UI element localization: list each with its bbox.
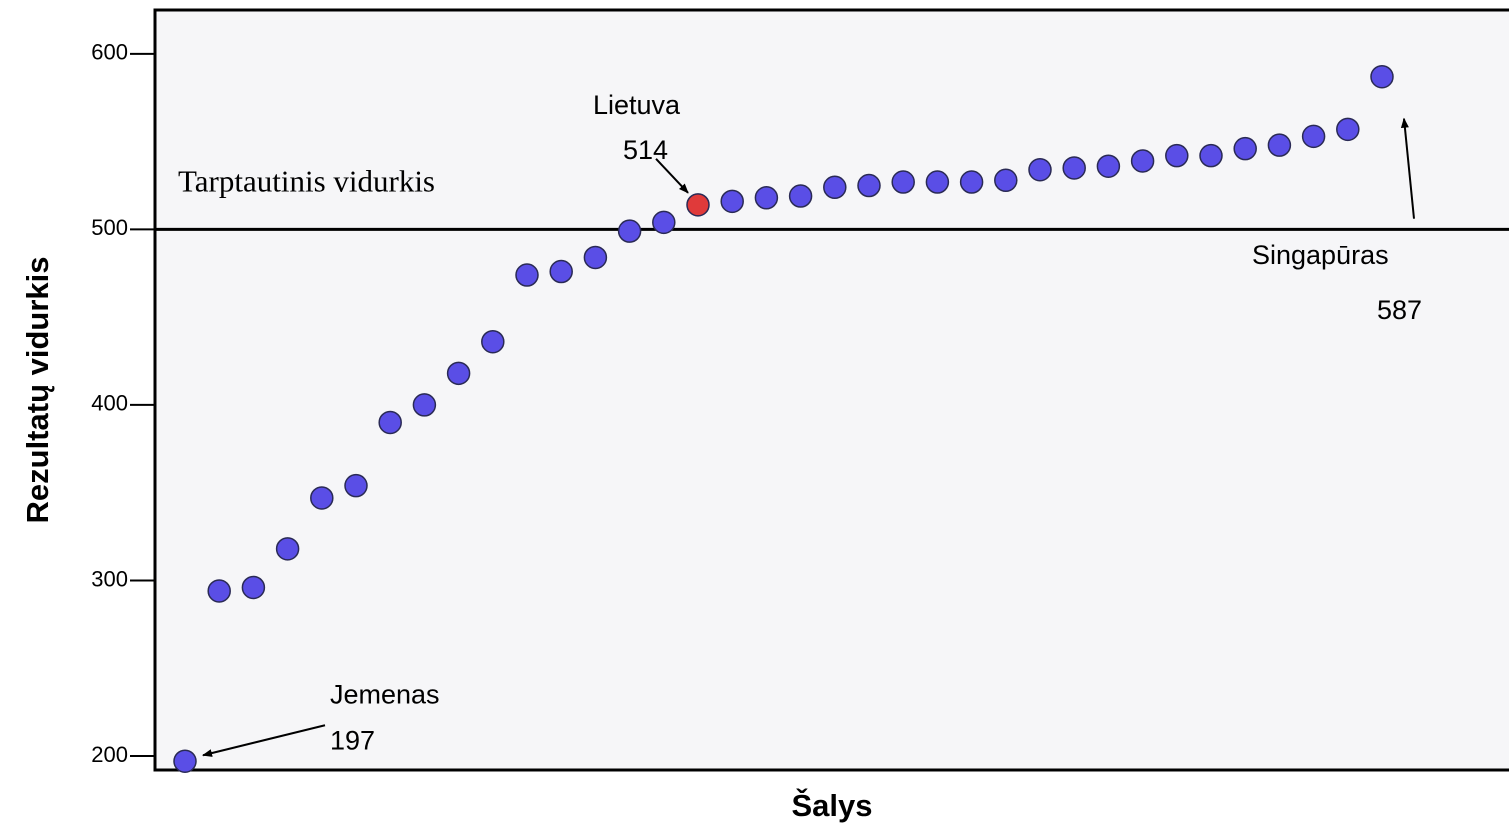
y-tick-label: 600 bbox=[91, 40, 128, 65]
point bbox=[241, 575, 266, 600]
point bbox=[515, 263, 539, 287]
point bbox=[1336, 117, 1360, 142]
point bbox=[1130, 149, 1155, 173]
y-axis-title: Rezultatų vidurkis bbox=[20, 257, 55, 524]
point bbox=[1028, 157, 1052, 182]
point bbox=[754, 186, 779, 210]
point bbox=[959, 170, 984, 194]
annotation-arrow bbox=[655, 158, 689, 194]
annotation-name: Jemenas bbox=[330, 679, 440, 709]
point bbox=[1062, 156, 1086, 180]
point bbox=[344, 473, 368, 498]
point bbox=[652, 210, 676, 235]
point bbox=[720, 189, 744, 214]
point bbox=[1199, 143, 1223, 168]
y-tick-label: 500 bbox=[91, 215, 128, 240]
point bbox=[207, 579, 231, 603]
y-tick-label: 400 bbox=[91, 391, 128, 416]
point bbox=[891, 170, 915, 194]
point bbox=[378, 410, 402, 435]
annotation-value: 587 bbox=[1377, 295, 1422, 325]
point bbox=[481, 329, 505, 354]
annotation-value: 197 bbox=[330, 725, 375, 755]
reference-label: Tarptautinis vidurkis bbox=[178, 164, 435, 199]
annotation-arrow bbox=[202, 724, 326, 757]
point bbox=[275, 537, 300, 561]
y-tick-label: 300 bbox=[91, 566, 128, 591]
point bbox=[994, 168, 1018, 193]
point bbox=[617, 219, 642, 243]
x-axis-title: Šalys bbox=[791, 787, 872, 823]
point bbox=[549, 259, 573, 284]
point bbox=[823, 175, 847, 200]
annotation-name: Singapūras bbox=[1252, 240, 1389, 270]
point bbox=[173, 749, 197, 773]
point bbox=[925, 170, 950, 194]
point bbox=[1233, 136, 1257, 161]
point bbox=[446, 361, 471, 386]
point bbox=[412, 393, 437, 417]
annotation-name: Lietuva bbox=[593, 90, 681, 120]
point bbox=[583, 245, 608, 270]
annotation-arrow bbox=[1400, 117, 1415, 219]
annotation-value: 514 bbox=[623, 135, 668, 165]
point bbox=[857, 173, 881, 198]
point bbox=[1096, 154, 1121, 178]
point bbox=[310, 486, 334, 510]
point bbox=[788, 184, 813, 208]
point bbox=[686, 193, 710, 217]
point bbox=[1370, 64, 1394, 89]
point bbox=[1301, 124, 1326, 149]
plot-frame bbox=[153, 8, 1509, 772]
point bbox=[1267, 133, 1292, 157]
y-tick-label: 200 bbox=[91, 742, 128, 767]
point bbox=[1165, 143, 1189, 168]
